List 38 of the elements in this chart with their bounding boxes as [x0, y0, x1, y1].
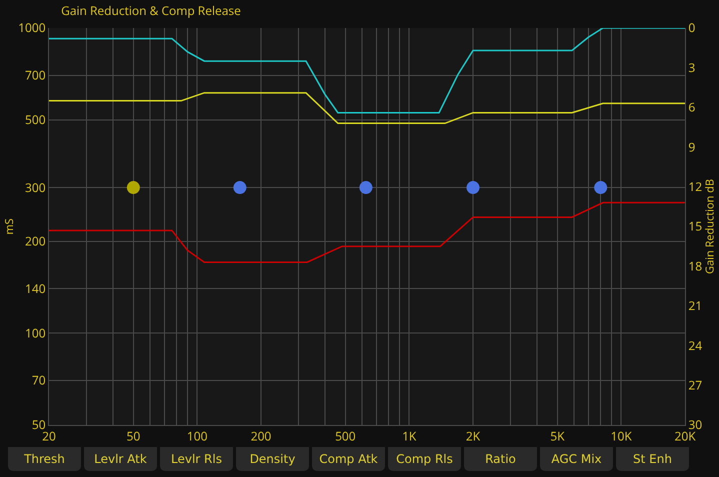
- text: Ratio: [464, 447, 537, 471]
- chart-title: Gain Reduction & Comp Release: [61, 2, 242, 20]
- x-tick-label: 2K: [466, 427, 481, 444]
- y2-tick-label: 21: [688, 297, 702, 314]
- text: Thresh: [8, 447, 81, 471]
- y-tick-label: 200: [25, 232, 46, 250]
- y-tick-label: 70: [32, 372, 46, 389]
- text: St Enh: [616, 447, 689, 471]
- x-tick-label: 200: [250, 427, 272, 444]
- y2-tick-label: 18: [688, 257, 702, 274]
- text: Density: [236, 447, 309, 471]
- text: Levlr Atk: [84, 447, 157, 471]
- y2-tick-label: 24: [688, 336, 702, 354]
- x-tick-label: 50: [126, 427, 140, 444]
- y-tick-label: 300: [25, 178, 46, 196]
- x-tick-label: 5K: [550, 427, 566, 444]
- y-tick-label: 140: [25, 280, 46, 297]
- y-tick-label: 100: [25, 324, 46, 342]
- y2-tick-label: 6: [688, 98, 696, 116]
- x-tick-label: 100: [186, 427, 208, 444]
- y-tick-label: 1000: [18, 19, 46, 36]
- y-tick-label: 500: [25, 111, 46, 128]
- y-tick-label: 700: [25, 66, 46, 84]
- y2-tick-label: 9: [688, 138, 696, 156]
- text: Comp Atk: [312, 447, 385, 471]
- text: AGC Mix: [540, 447, 613, 471]
- x-tick-label: 10K: [610, 427, 632, 444]
- y2-axis-title: Gain Reduction dB: [702, 179, 718, 274]
- x-tick-label: 1K: [402, 427, 417, 444]
- y2-tick-label: 27: [688, 376, 702, 394]
- y-axis-title: mS: [2, 218, 17, 235]
- text: Comp Rls: [388, 447, 461, 471]
- y2-tick-label: 0: [688, 19, 696, 36]
- x-tick-label: 500: [335, 427, 356, 444]
- y2-tick-label: 15: [688, 218, 702, 235]
- text: Levlr Rls: [160, 447, 233, 471]
- y2-tick-label: 3: [688, 58, 696, 76]
- y2-tick-label: 12: [688, 178, 702, 195]
